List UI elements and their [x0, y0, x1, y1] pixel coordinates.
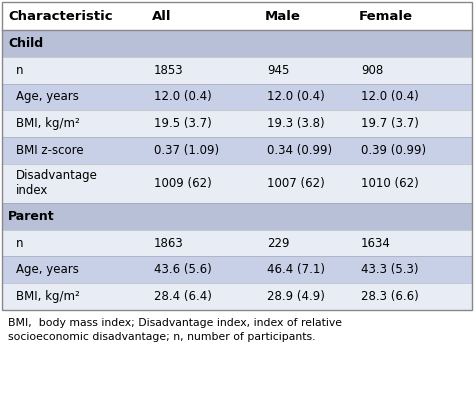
Text: 12.0 (0.4): 12.0 (0.4): [154, 90, 212, 103]
Text: 28.9 (4.9): 28.9 (4.9): [267, 290, 325, 303]
Text: 19.5 (3.7): 19.5 (3.7): [154, 117, 212, 130]
Bar: [2, 30, 472, 57]
Text: Parent: Parent: [8, 210, 55, 223]
Text: BMI, kg/m²: BMI, kg/m²: [16, 117, 80, 130]
Text: 1010 (62): 1010 (62): [361, 177, 419, 190]
Text: n: n: [16, 64, 24, 77]
Bar: [2, 230, 472, 256]
Text: 1863: 1863: [154, 237, 184, 250]
Text: BMI,  body mass index; Disadvantage index, index of relative
socioeconomic disad: BMI, body mass index; Disadvantage index…: [8, 318, 342, 342]
Text: 19.3 (3.8): 19.3 (3.8): [267, 117, 325, 130]
Text: Age, years: Age, years: [16, 263, 79, 276]
Text: n: n: [16, 237, 24, 250]
Text: All: All: [152, 9, 172, 23]
Text: 19.7 (3.7): 19.7 (3.7): [361, 117, 419, 130]
Text: Child: Child: [8, 37, 43, 50]
Text: 28.4 (6.4): 28.4 (6.4): [154, 290, 212, 303]
Text: 12.0 (0.4): 12.0 (0.4): [267, 90, 325, 103]
Text: 43.3 (5.3): 43.3 (5.3): [361, 263, 419, 276]
Text: Disadvantage
index: Disadvantage index: [16, 169, 98, 198]
Bar: [2, 203, 472, 230]
Bar: [2, 283, 472, 310]
Text: Male: Male: [265, 9, 301, 23]
Text: 28.3 (6.6): 28.3 (6.6): [361, 290, 419, 303]
Text: 1853: 1853: [154, 64, 183, 77]
Text: 1009 (62): 1009 (62): [154, 177, 212, 190]
Bar: [2, 256, 472, 283]
Text: Characteristic: Characteristic: [8, 9, 113, 23]
Text: 229: 229: [267, 237, 289, 250]
Bar: [2, 57, 472, 83]
Text: Age, years: Age, years: [16, 90, 79, 103]
Text: BMI z-score: BMI z-score: [16, 144, 83, 157]
Bar: [2, 83, 472, 110]
Bar: [2, 137, 472, 164]
Text: 0.37 (1.09): 0.37 (1.09): [154, 144, 219, 157]
Bar: [2, 110, 472, 137]
Text: 1007 (62): 1007 (62): [267, 177, 325, 190]
Text: BMI, kg/m²: BMI, kg/m²: [16, 290, 80, 303]
Text: 1634: 1634: [361, 237, 391, 250]
Text: 46.4 (7.1): 46.4 (7.1): [267, 263, 325, 276]
Text: 43.6 (5.6): 43.6 (5.6): [154, 263, 212, 276]
Text: 908: 908: [361, 64, 383, 77]
Text: 0.39 (0.99): 0.39 (0.99): [361, 144, 426, 157]
Text: 945: 945: [267, 64, 289, 77]
Text: 0.34 (0.99): 0.34 (0.99): [267, 144, 332, 157]
Bar: [2, 2, 472, 30]
Text: Female: Female: [359, 9, 413, 23]
Bar: [2, 2, 472, 310]
Bar: [2, 164, 472, 203]
Text: 12.0 (0.4): 12.0 (0.4): [361, 90, 419, 103]
